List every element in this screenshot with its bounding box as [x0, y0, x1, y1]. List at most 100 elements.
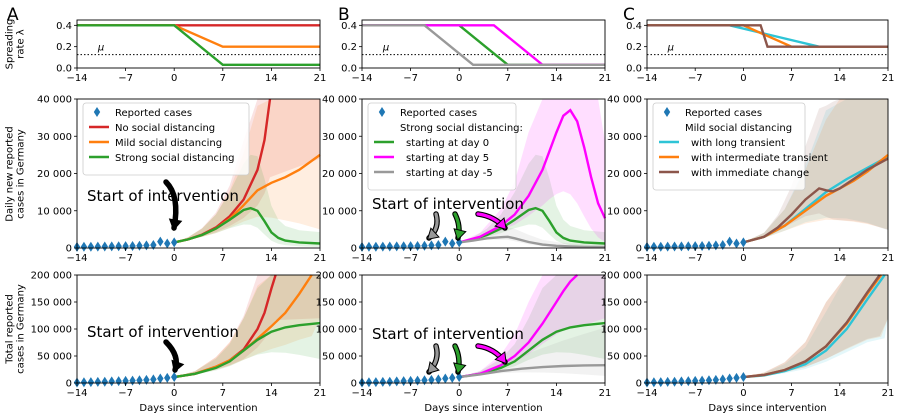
y-tick-label: 40 000 — [322, 95, 357, 106]
legend-reported-label: Reported cases — [400, 108, 477, 119]
reported-daily-point — [733, 238, 740, 249]
reported-daily-point — [372, 241, 380, 252]
legend-item-label: Mild social distancing — [115, 138, 222, 149]
mu-label: μ — [667, 43, 674, 54]
reported-total-point — [94, 376, 102, 387]
total-axis-label-line: Total reported — [5, 294, 16, 365]
annotation-text: Start of intervention — [87, 187, 239, 205]
y-tick-label: 50 000 — [607, 352, 642, 363]
y-tick-label: 10 000 — [322, 206, 357, 217]
x-tick-label: 14 — [550, 253, 563, 264]
x-tick-label: 0 — [171, 253, 177, 264]
x-tick-label: −7 — [118, 253, 133, 264]
daily-band-gray — [459, 227, 605, 248]
rate-axes-frame — [646, 19, 889, 69]
x-tick-label: 21 — [599, 388, 612, 399]
reported-total-point — [719, 374, 726, 385]
y-tick-label: 150 000 — [601, 298, 642, 309]
annotation-arrow-gray-head — [426, 361, 440, 375]
legend-diamond-icon — [663, 107, 671, 117]
reported-daily-point — [671, 241, 678, 252]
y-tick-label: 100 000 — [31, 325, 72, 336]
y-tick-label: 0.2 — [626, 42, 642, 53]
y-tick-label: 0.2 — [56, 42, 72, 53]
reported-daily-point — [101, 241, 108, 252]
reported-total-point — [115, 376, 122, 387]
reported-daily-point — [108, 241, 115, 252]
y-tick-label: 10 000 — [607, 206, 642, 217]
legend-heading: Mild social distancing — [685, 123, 792, 134]
rate-axis-label-line: rate λ — [16, 29, 27, 58]
reported-total-point — [108, 376, 115, 387]
x-tick-label: −14 — [351, 388, 372, 399]
x-tick-label: −14 — [66, 253, 87, 264]
reported-total-point — [80, 377, 88, 388]
y-tick-label: 100 000 — [316, 325, 357, 336]
reported-daily-point — [143, 240, 150, 251]
x-tick-label: 14 — [265, 253, 278, 264]
x-tick-label: 21 — [882, 388, 895, 399]
total-band-brown — [743, 275, 888, 378]
x-axis-label: Days since intervention — [424, 403, 542, 414]
reported-daily-point — [94, 241, 102, 252]
y-tick-label: 30 000 — [322, 132, 357, 143]
rate-line-brown — [647, 24, 888, 48]
reported-total-point — [685, 376, 692, 387]
x-tick-label: −14 — [636, 388, 657, 399]
x-tick-label: 14 — [550, 388, 563, 399]
reported-daily-point — [129, 240, 136, 251]
y-tick-label: 0.2 — [341, 42, 357, 53]
legend-item-label: starting at day -5 — [406, 168, 493, 179]
total-band-green — [459, 275, 605, 378]
x-tick-label: 7 — [505, 388, 511, 399]
total-band-cyan — [743, 275, 888, 378]
total-line-magenta — [459, 274, 579, 379]
x-tick-label: 7 — [788, 253, 794, 264]
x-tick-label: 7 — [220, 388, 226, 399]
total-band-red — [174, 275, 320, 378]
x-tick-label: 7 — [505, 253, 511, 264]
legend-diamond-icon — [93, 107, 101, 117]
reported-daily-point — [678, 241, 685, 252]
annotation-arrow-magenta-head — [494, 351, 507, 365]
daily-line-green — [173, 206, 321, 245]
x-tick-label: −7 — [403, 73, 418, 84]
reported-total-point — [136, 375, 143, 386]
x-tick-label: 14 — [833, 73, 846, 84]
x-tick-label: −7 — [688, 73, 703, 84]
total-axis-label-line: cases in Germany — [16, 284, 27, 374]
x-tick-label: 0 — [171, 388, 177, 399]
reported-daily-point — [393, 241, 400, 252]
x-tick-label: 14 — [265, 73, 278, 84]
total-band-green — [174, 275, 320, 378]
y-tick-label: 20 000 — [607, 169, 642, 180]
reported-daily-point — [712, 240, 720, 251]
x-tick-label: 21 — [599, 73, 612, 84]
reported-total-point — [421, 375, 428, 386]
x-tick-label: 0 — [740, 73, 746, 84]
x-tick-label: 0 — [456, 388, 462, 399]
x-tick-label: −7 — [118, 73, 133, 84]
x-tick-label: −14 — [351, 253, 372, 264]
reported-total-point — [171, 372, 178, 383]
reported-daily-point — [80, 241, 88, 252]
y-tick-label: 150 000 — [31, 298, 72, 309]
reported-total-point — [129, 375, 136, 386]
x-axis-label: Days since intervention — [139, 403, 257, 414]
y-tick-label: 0.4 — [341, 21, 357, 32]
reported-total-point — [414, 375, 421, 386]
legend-item-label: with intermediate transient — [691, 153, 828, 164]
reported-daily-point — [442, 236, 449, 247]
x-tick-label: 14 — [550, 73, 563, 84]
x-tick-label: −14 — [351, 73, 372, 84]
legend-item-label: starting at day 5 — [406, 153, 489, 164]
reported-total-point — [650, 377, 658, 388]
mu-label: μ — [97, 43, 104, 54]
x-tick-label: 0 — [456, 253, 462, 264]
reported-total-point — [671, 376, 678, 387]
x-tick-label: 21 — [882, 73, 895, 84]
legend-reported-label: Reported cases — [685, 108, 762, 119]
daily-band-magenta — [459, 99, 605, 243]
annotation-arrow-green-head — [453, 362, 467, 375]
daily-line-green — [458, 206, 606, 245]
